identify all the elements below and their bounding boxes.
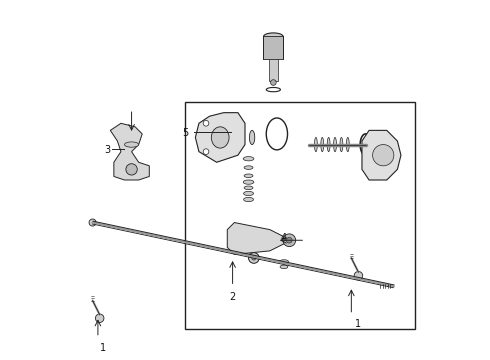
Text: 3: 3 [104, 144, 110, 154]
Circle shape [96, 314, 104, 323]
Ellipse shape [244, 192, 253, 195]
Ellipse shape [244, 186, 253, 190]
Ellipse shape [280, 265, 288, 269]
Bar [269, 59, 278, 81]
Circle shape [270, 80, 276, 85]
Text: 4: 4 [280, 234, 287, 243]
Text: 5: 5 [182, 128, 188, 138]
Circle shape [248, 253, 259, 263]
Circle shape [203, 149, 209, 154]
Circle shape [372, 145, 394, 166]
Circle shape [126, 164, 137, 175]
Ellipse shape [321, 138, 324, 152]
Circle shape [89, 219, 96, 226]
Bar [185, 102, 415, 329]
Ellipse shape [244, 197, 253, 202]
Ellipse shape [327, 138, 330, 152]
Bar [264, 36, 283, 59]
Ellipse shape [249, 130, 255, 145]
Text: 1: 1 [355, 319, 361, 329]
Ellipse shape [211, 127, 229, 148]
Ellipse shape [315, 138, 318, 152]
Ellipse shape [340, 138, 343, 152]
Circle shape [283, 234, 295, 247]
Ellipse shape [346, 138, 349, 152]
Ellipse shape [243, 180, 254, 184]
Text: 1: 1 [99, 343, 106, 353]
Circle shape [287, 238, 292, 243]
Circle shape [354, 271, 363, 280]
Text: 2: 2 [229, 292, 236, 302]
Polygon shape [110, 123, 149, 180]
Polygon shape [362, 130, 401, 180]
Ellipse shape [264, 33, 283, 40]
Circle shape [252, 256, 256, 260]
Ellipse shape [280, 260, 289, 263]
Ellipse shape [244, 174, 253, 177]
Polygon shape [227, 222, 284, 255]
Ellipse shape [243, 157, 254, 161]
Ellipse shape [244, 166, 253, 169]
Circle shape [203, 121, 209, 126]
Ellipse shape [334, 138, 337, 152]
Ellipse shape [124, 142, 139, 147]
Polygon shape [196, 113, 245, 162]
